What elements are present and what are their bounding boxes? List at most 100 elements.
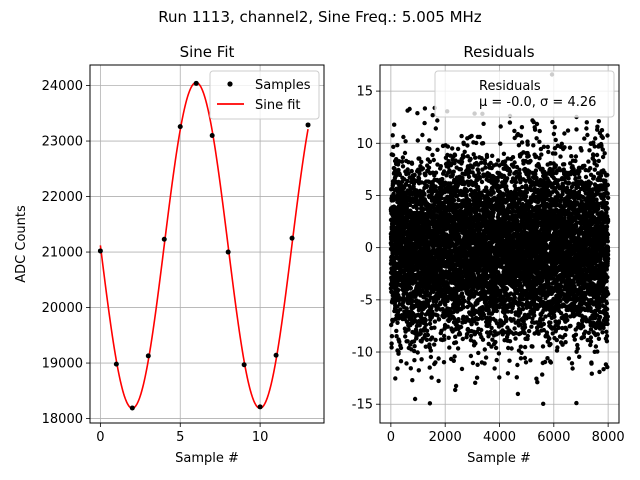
residual-point [458,167,464,172]
sample-point [177,124,183,130]
residual-point [472,274,477,279]
sine-fit-legend: Samples Sine fit [209,70,320,120]
residual-point [417,323,422,328]
residual-point [415,138,420,143]
sine-fit-y-tick-label: 24000 [42,79,83,94]
residual-point [426,298,432,303]
residual-point [518,344,523,349]
sine-fit-y-tick-label: 19000 [42,357,83,372]
sine-fit-x-tick-label: 0 [96,430,104,445]
residual-point [468,212,473,217]
residual-point [424,328,430,333]
residual-point [442,337,447,342]
residual-point [406,299,411,305]
residual-point [439,195,444,201]
residual-point [395,366,400,371]
residual-point [495,178,500,183]
residual-point [507,358,512,363]
residual-point [452,153,458,158]
residual-point [457,234,462,239]
residual-point [457,332,463,337]
residual-point [433,184,438,189]
residual-point [504,184,509,189]
residual-point [423,172,428,177]
sine-fit-axes-frame [89,64,325,424]
residual-point [458,324,464,330]
residual-point [412,344,417,349]
residual-point [462,298,467,304]
figure-suptitle: Run 1113, channel2, Sine Freq.: 5.005 MH… [158,8,482,26]
sine-fit-xlabel: Sample # [175,451,239,466]
residual-point [404,205,409,211]
residual-point [459,366,465,372]
residual-point [495,158,501,163]
sine-fit-panel: Sine Fit 0 5 10 18000190002000021000220002… [14,43,325,466]
residual-point [479,179,485,185]
residual-point [473,380,478,385]
residual-point [419,311,425,316]
residual-point [473,155,478,160]
residual-point [405,167,410,172]
residual-point [394,334,399,339]
residuals-title: Residuals [463,43,534,61]
residual-point [419,357,424,362]
residual-point [433,337,438,343]
residual-point [416,368,421,373]
residual-point [405,287,410,292]
residual-point [427,365,432,370]
sine-fit-ylabel: ADC Counts [14,205,29,283]
residual-point [450,146,455,151]
residual-point [481,121,486,127]
sine-fit-y-tick-label: 22000 [42,190,83,205]
residual-point [428,348,433,353]
residual-point [469,322,474,327]
sine-fit-y-tick-label: 20000 [42,301,83,316]
residual-point [406,171,411,176]
residual-point [515,218,520,223]
residual-point [432,342,437,347]
sine-fit-grid [90,65,324,423]
residual-point [468,333,474,339]
residual-point [494,308,499,314]
residual-point [476,170,481,176]
residual-point [433,170,439,175]
residual-point [483,355,489,360]
sine-fit-curve-layer [99,81,309,410]
residual-point [518,133,524,138]
residual-point [442,333,447,339]
sine-fit-y-tick-label: 18000 [42,412,83,427]
residual-point [515,391,521,397]
residual-point [438,164,443,169]
residual-point [396,167,401,173]
residual-point [480,141,486,146]
residual-point [406,327,411,332]
residual-point [493,339,498,345]
residual-point [518,310,523,315]
legend-samples-marker [227,81,233,87]
residual-point [396,287,401,293]
residual-point [474,375,480,380]
residual-point [408,285,413,291]
residual-point [465,143,470,148]
residual-point [493,345,499,351]
residual-point [482,347,487,352]
sample-point [97,248,103,254]
residual-point [442,200,447,205]
residual-point [397,339,402,344]
residual-point [513,336,518,341]
residual-point [427,159,433,164]
residual-point [395,143,400,148]
residual-point [455,183,460,188]
residual-point [402,150,408,156]
residual-point [464,189,470,194]
residual-point [512,128,517,134]
residual-point [390,133,395,138]
residual-point [496,351,502,356]
residual-point [507,339,513,344]
sample-point [289,235,295,241]
residual-point [447,317,453,322]
sample-point [225,249,231,255]
residual-point [436,317,442,322]
